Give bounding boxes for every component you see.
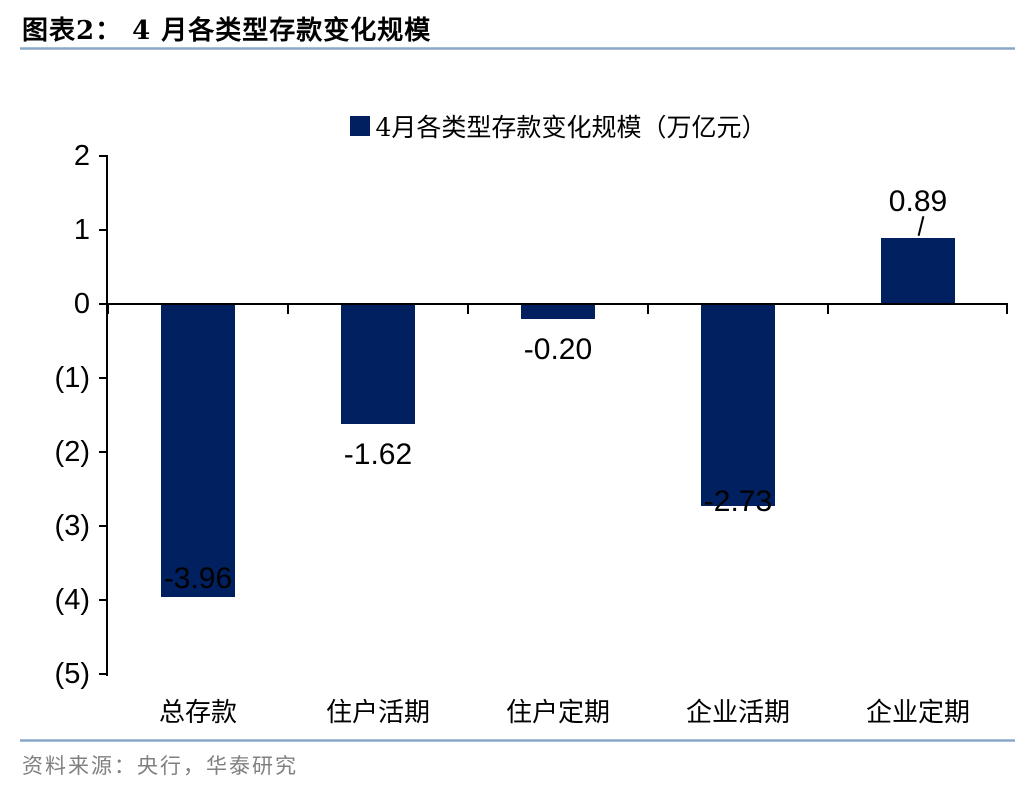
x-tick [1006,304,1008,314]
y-tick [99,451,108,453]
bar-value-label: 0.89 [888,185,948,218]
y-tick [99,155,108,157]
bar-value-label: -2.73 [703,485,773,518]
category-label: 企业活期 [685,698,790,728]
x-tick [107,304,109,314]
category-label: 住户活期 [325,698,430,728]
legend-label: 4月各类型存款变化规模（万亿元） [375,113,767,142]
bar-value-label: -3.96 [163,562,233,595]
y-tick-label: 2 [73,140,90,172]
y-tick-label: (5) [54,658,90,690]
category-label: 企业定期 [865,698,970,728]
bar-value-label: -0.20 [523,333,593,366]
callout-line [917,216,925,236]
y-tick [99,377,108,379]
bar [881,238,955,304]
chart-legend: 4月各类型存款变化规模（万亿元） [108,108,1008,144]
figure-title: 图表2： 4 月各类型存款变化规模 [22,16,432,46]
x-tick [287,304,289,314]
y-tick-label: (3) [54,510,90,542]
y-tick [99,303,108,305]
y-axis-line [106,156,108,676]
y-tick [99,673,108,675]
bar [521,304,595,319]
bar [701,304,775,506]
footer-rule [20,739,1015,742]
source-note: 资料来源：央行，华泰研究 [22,754,298,778]
y-tick [99,599,108,601]
y-tick-label: (1) [54,362,90,394]
x-axis-line [108,303,1008,305]
bar [341,304,415,424]
x-tick [827,304,829,314]
category-label: 住户定期 [505,698,610,728]
bar [161,304,235,597]
x-tick [467,304,469,314]
bar-value-label: -1.62 [343,438,413,471]
y-tick-label: (4) [54,584,90,616]
x-tick [647,304,649,314]
y-tick-label: 1 [73,214,90,246]
legend-swatch-icon [349,116,370,136]
title-rule [20,47,1015,50]
y-tick [99,525,108,527]
category-label: 总存款 [158,698,237,728]
y-tick-label: (2) [54,436,90,468]
y-tick [99,229,108,231]
y-tick-label: 0 [73,288,90,320]
